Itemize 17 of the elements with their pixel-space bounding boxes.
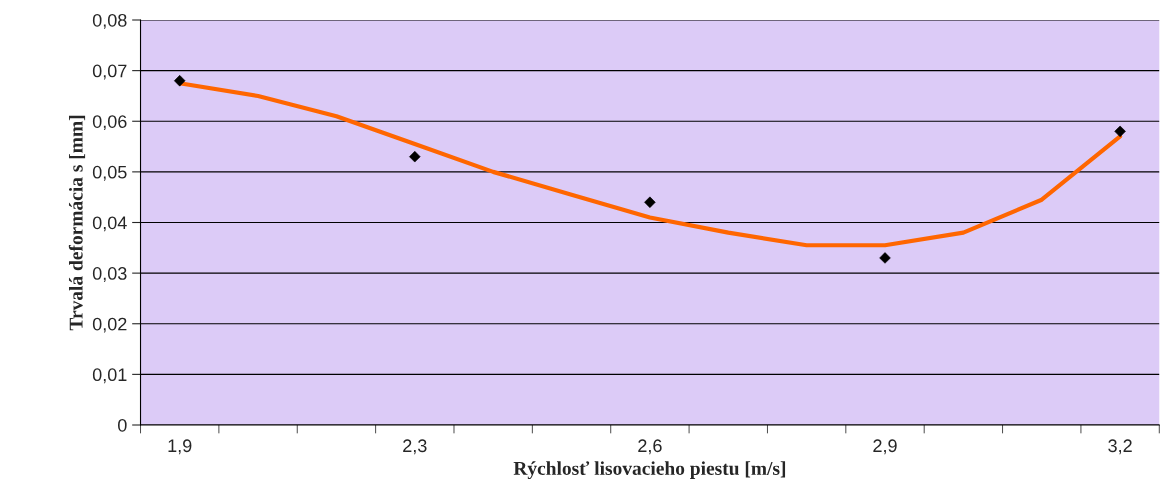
x-tick-label: 1,9 (168, 439, 192, 455)
y-tick-label: 0,01 (92, 368, 127, 384)
y-tick-label: 0,03 (92, 267, 127, 282)
x-tick-label: 2,9 (873, 439, 897, 455)
x-tick-label: 3,2 (1108, 439, 1132, 455)
y-tick-label: 0,08 (92, 13, 127, 29)
y-axis-title: Trvalá deformácia s [mm] (68, 115, 86, 331)
point (644, 196, 656, 208)
y-tick-label: 0,05 (92, 165, 127, 181)
y-tick-label: 0,06 (92, 115, 127, 131)
x-axis-title: Rýchlosť lisovacieho piestu [m/s] (513, 461, 786, 479)
y-tick-label: 0,02 (92, 317, 127, 333)
y-tick-label: 0,07 (92, 64, 127, 80)
y-tick-label: 0,04 (92, 216, 127, 232)
y-tick-label: 0 (117, 418, 127, 432)
x-tick-label: 2,6 (638, 439, 662, 455)
x-tick-label: 2,3 (403, 439, 427, 455)
